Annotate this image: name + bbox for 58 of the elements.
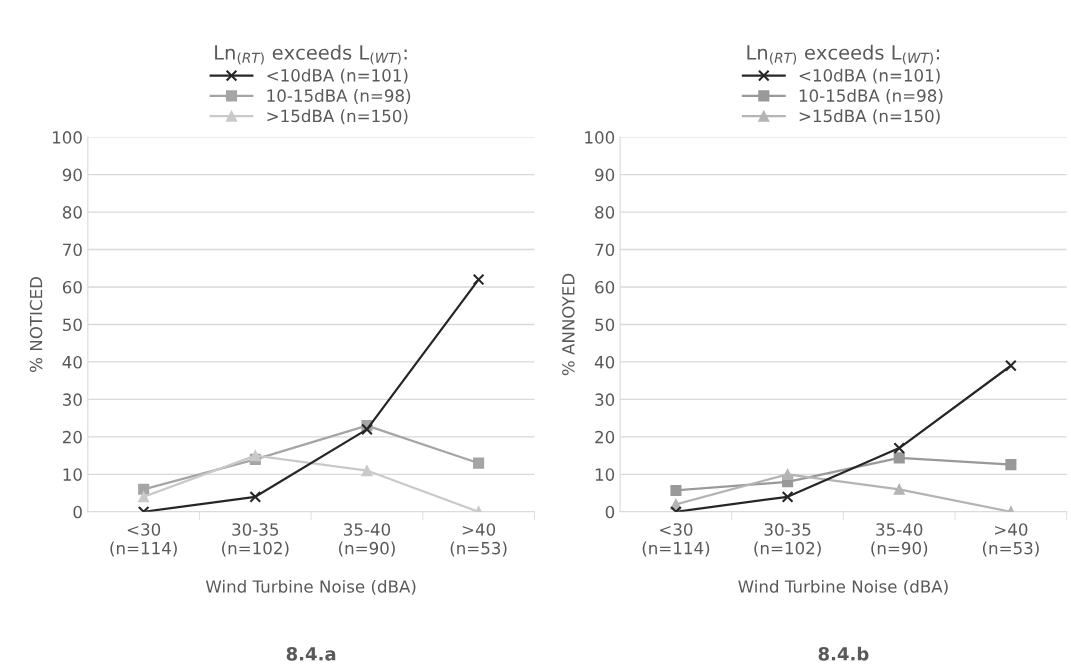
point [1005,459,1017,471]
point [893,442,906,454]
point [361,465,373,477]
point [361,423,373,436]
x-tick-label: 35-40 (n=90) [871,523,928,557]
y-tick-label: 50 [63,318,82,332]
x-tick-label: <30 (n=114) [110,523,177,557]
y-tick-label: 10 [595,468,615,481]
x-axis-title: Wind Turbine Noise (dBA) [738,579,948,595]
y-axis-title: % NOTICED [29,277,43,372]
x-tick-label: 30-35 (n=102) [222,523,289,557]
legend-label: 10-15dBA (n=98) [799,89,943,104]
y-tick-label: 30 [63,393,82,406]
x-tick-label: 30-35 (n=102) [754,523,821,557]
y-tick-label: 20 [62,430,82,444]
x-tick-label: <30 (n=114) [642,523,710,557]
text: 8.4.b [818,646,869,661]
x-tick-label: >40 (n=53) [982,523,1039,557]
y-tick-label: 100 [585,131,615,144]
point [670,484,682,496]
legend-label: >15dBA (n=150) [267,109,408,125]
y-tick-label: 90 [62,168,82,182]
y-tick-label: 30 [595,393,615,406]
y-tick-label: 50 [595,318,615,332]
y-tick-label: 20 [595,430,615,444]
y-tick-label: 70 [595,243,615,257]
y-tick-label: 40 [62,355,82,369]
point [1004,359,1017,372]
legend-label: <10dBA (n=101) [799,68,940,84]
x-tick-label: 35-40 (n=90) [339,523,395,557]
point [473,457,485,469]
point [893,483,905,495]
x-tick-label: >40 (n=53) [450,523,507,557]
legend-label: <10dBA (n=101) [267,68,408,84]
point [782,468,794,480]
legend-title: Ln$_{(RT)}$ exceeds L$_{(WT)}$: [215,44,407,65]
legend-title: Ln$_{(RT)}$ exceeds L$_{(WT)}$: [747,44,939,65]
y-tick-label: 0 [605,505,615,519]
point [249,490,262,503]
y-tick-label: 0 [73,505,82,519]
y-tick-label: 100 [52,131,82,144]
y-axis-title: % ANNOYED [562,273,575,376]
y-tick-label: 60 [595,280,615,294]
x-axis-title: Wind Turbine Noise (dBA) [205,579,416,595]
point [472,273,485,286]
text: 8.4.a [286,646,336,661]
point [138,491,150,503]
y-tick-label: 40 [594,355,615,369]
y-tick-label: 80 [62,206,82,219]
y-tick-label: 90 [595,168,615,182]
point [781,490,794,503]
y-tick-label: 70 [63,243,82,257]
legend-label: >15dBA (n=150) [799,109,940,125]
y-tick-label: 10 [63,468,82,481]
y-tick-label: 80 [595,206,615,219]
point [893,452,905,464]
legend-label: 10-15dBA (n=98) [267,89,411,104]
y-tick-label: 60 [62,280,82,294]
